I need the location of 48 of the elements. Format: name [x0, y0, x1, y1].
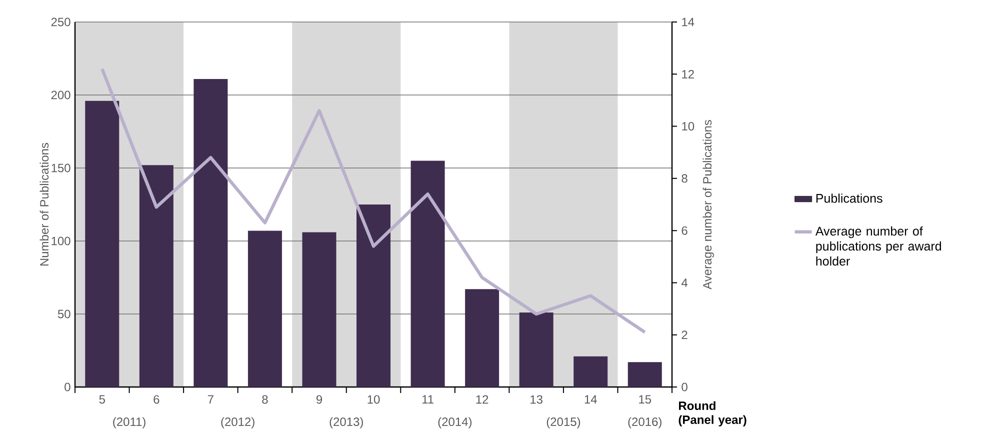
y2-tick-label: 14: [682, 18, 694, 26]
y2-tick-label: 8: [682, 174, 688, 183]
y2-axis-title: Average number of Publications: [702, 120, 714, 290]
x-tick-label: 10: [368, 395, 380, 404]
text: (2016): [628, 417, 662, 428]
y-tick-label: 150: [52, 164, 70, 172]
text: (2012): [221, 417, 254, 428]
legend-label: Average number of publications per award holder: [815, 226, 942, 266]
x-tick-label: 15: [639, 395, 652, 404]
bar: [465, 289, 500, 387]
x-tick-label: 13: [530, 395, 542, 404]
y-tick-label: 0: [64, 382, 70, 392]
x-axis-title: Round (Panel year): [678, 401, 746, 426]
x-tick-label: 6: [154, 395, 160, 404]
bar: [519, 312, 554, 387]
x-tick-label: 7: [208, 395, 214, 404]
text: (2014): [438, 417, 472, 428]
y2-tick-label: 12: [682, 70, 694, 78]
bar: [356, 204, 391, 387]
x-tick-label: 14: [584, 395, 597, 404]
x-tick-label: 8: [262, 395, 268, 404]
bar: [139, 165, 174, 387]
y-axis-title: Number of Publications: [40, 142, 49, 266]
y-tick-label: 250: [51, 18, 70, 26]
bar: [194, 78, 228, 387]
y2-tick-label: 10: [682, 122, 694, 131]
y2-tick-label: 2: [682, 330, 688, 340]
line-series: [100, 67, 646, 334]
bar: [85, 100, 120, 387]
legend-label: Publications: [816, 194, 882, 203]
bar: [628, 362, 662, 387]
x-tick-label: 12: [476, 395, 488, 404]
x-tick-label: 5: [99, 395, 105, 404]
bar: [248, 230, 282, 387]
band-label: (2011): [113, 417, 146, 428]
bar: [574, 356, 608, 387]
band-label: (2013): [330, 417, 363, 428]
y2-tick-label: 0: [682, 382, 688, 392]
bar: [410, 160, 445, 387]
y2-tick-label: 4: [681, 278, 688, 287]
band-label: (2015): [546, 417, 580, 428]
y2-tick-label: 6: [682, 226, 688, 235]
y-tick-label: 100: [52, 236, 70, 246]
y-tick-label: 50: [58, 310, 70, 318]
x-tick-label: 11: [422, 395, 434, 404]
bar: [302, 232, 336, 387]
y-tick-label: 200: [51, 90, 70, 100]
x-tick-label: 9: [316, 395, 322, 404]
